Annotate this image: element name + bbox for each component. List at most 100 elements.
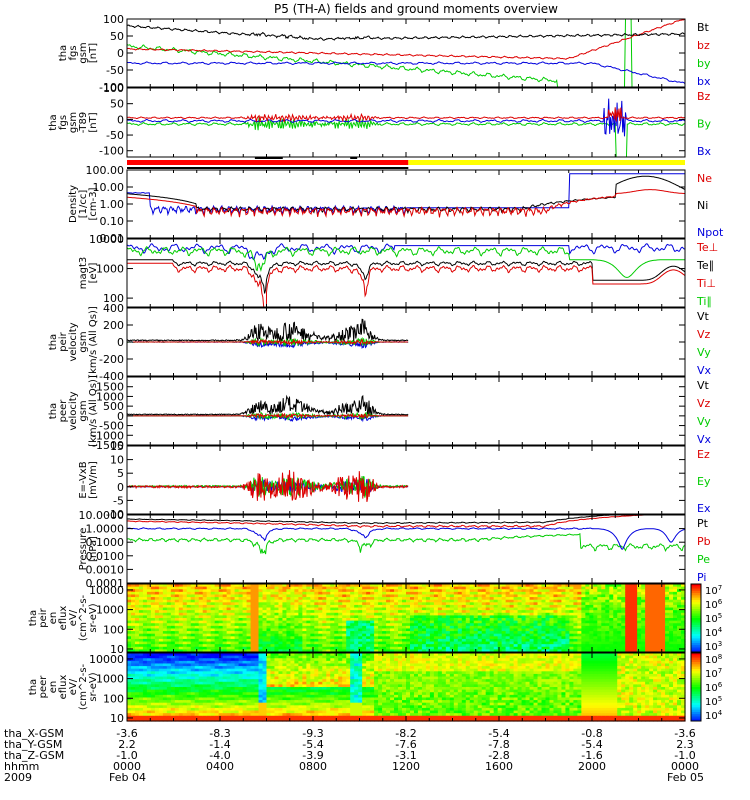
spectrogram-cell xyxy=(154,658,160,662)
spectrogram-cell xyxy=(127,679,132,683)
spectrogram-cell xyxy=(322,604,327,609)
spectrogram-cell xyxy=(521,584,527,588)
colorbar-label: 103 xyxy=(705,640,722,653)
spectrogram-cell xyxy=(354,591,359,596)
spectrogram-cell xyxy=(174,620,180,624)
spectrogram-cell xyxy=(230,641,236,645)
spectrogram-cell xyxy=(637,636,642,640)
spectrogram-cell xyxy=(190,668,196,672)
spectrogram-cell xyxy=(274,607,280,611)
spectrogram-cell xyxy=(198,636,204,640)
spectrogram-cell xyxy=(142,602,148,606)
spectrogram-cell xyxy=(613,625,618,630)
spectrogram-cell xyxy=(362,604,367,609)
spectrogram-cell xyxy=(649,620,654,624)
spectrogram-cell xyxy=(386,633,391,637)
spectrogram-cell xyxy=(629,602,634,606)
spectrogram-cell xyxy=(449,638,455,643)
spectrogram-cell xyxy=(609,604,614,609)
spectrogram-cell xyxy=(270,589,276,593)
spectrogram-cell xyxy=(218,602,224,606)
spectrogram-cell xyxy=(457,589,463,593)
spectrogram-cell xyxy=(509,602,515,606)
y-axis-label: [cm-3] xyxy=(88,187,99,220)
spectrogram-cell xyxy=(158,710,164,714)
y-tick-label: -1000 xyxy=(92,429,124,442)
spectrogram-cell xyxy=(314,638,319,643)
spectrogram-cell xyxy=(489,599,495,603)
spectrogram-cell xyxy=(286,638,292,643)
spectrogram-cell xyxy=(202,620,208,624)
spectrogram-cell xyxy=(605,610,610,614)
spectrogram-cell xyxy=(158,692,164,696)
spectrogram-cell xyxy=(354,586,359,590)
spectrogram-cell xyxy=(182,604,188,609)
spectrogram-cell xyxy=(629,618,634,622)
spectrogram-cell xyxy=(178,594,184,598)
spectrogram-cell xyxy=(127,705,132,709)
spectrogram-cell xyxy=(437,610,443,614)
spectrogram-cell xyxy=(146,628,152,632)
spectrogram-cell xyxy=(290,599,295,603)
spectrogram-cell xyxy=(278,586,284,590)
spectrogram-cell xyxy=(421,599,427,603)
spectrogram-cell xyxy=(262,612,268,616)
spectrogram-cell xyxy=(665,607,670,611)
spectrogram-cell xyxy=(142,620,148,624)
spectrogram-cell xyxy=(521,589,527,593)
spectrogram-cell xyxy=(214,649,220,653)
spectrogram-cell xyxy=(509,623,515,627)
spectrogram-cell xyxy=(597,615,602,619)
trace-by xyxy=(127,19,685,87)
spectrogram-cell xyxy=(130,586,136,590)
spectrogram-cell xyxy=(127,660,132,665)
spectrogram-cell xyxy=(657,594,662,598)
spectrogram-cell xyxy=(425,633,431,637)
spectrogram-cell xyxy=(641,594,646,598)
spectrogram-cell xyxy=(394,620,399,624)
spectrogram-cell xyxy=(282,607,288,611)
spectrogram-cell xyxy=(206,602,212,606)
spectrogram-cell xyxy=(346,618,351,622)
spectrogram-cell xyxy=(661,644,666,648)
spectrogram-cell xyxy=(677,636,682,640)
spectrogram-cell xyxy=(226,612,232,616)
spectrogram-cell xyxy=(162,633,168,637)
spectrogram-cell xyxy=(314,628,319,632)
spectrogram-cell xyxy=(194,707,200,712)
spectrogram-cell xyxy=(609,644,614,648)
spectrogram-cell xyxy=(254,620,260,624)
spectrogram-cell xyxy=(318,610,323,614)
spectrogram-cell xyxy=(210,660,216,665)
spectrogram-cell xyxy=(453,638,459,643)
spectrogram-cell xyxy=(234,620,240,624)
spectrogram-cell xyxy=(421,604,427,609)
spectrogram-cell xyxy=(657,610,662,614)
spectrogram-cell xyxy=(226,594,232,598)
spectrogram-cell xyxy=(286,607,292,611)
spectrogram-cell xyxy=(338,597,343,601)
spectrogram-cell xyxy=(166,615,172,619)
spectrogram-cell xyxy=(170,700,176,704)
spectrogram-cell xyxy=(421,597,427,601)
spectrogram-cell xyxy=(202,610,208,614)
y-axis-label: [nT] xyxy=(88,43,99,63)
spectrogram-cell xyxy=(617,633,622,637)
spectrogram-cell xyxy=(286,597,292,601)
spectrogram-cell xyxy=(461,646,467,650)
spectrogram-cell xyxy=(302,589,307,593)
spectrogram-cell xyxy=(577,631,582,635)
spectrogram-cell xyxy=(633,594,638,598)
legend-Ne: Ne xyxy=(697,172,712,185)
spectrogram-cell xyxy=(178,687,184,691)
spectrogram-cell xyxy=(358,602,363,606)
spectrogram-cell xyxy=(569,604,574,609)
spectrogram-cell xyxy=(649,607,654,611)
spectrogram-cell xyxy=(477,644,483,648)
spectrogram-cell xyxy=(306,610,311,614)
spectrogram-cell xyxy=(417,644,423,648)
figure-title: P5 (TH-A) fields and ground moments over… xyxy=(274,2,558,16)
spectrogram-cell xyxy=(513,610,519,614)
spectrogram-cell xyxy=(609,594,614,598)
spectrogram-cell xyxy=(130,666,136,670)
